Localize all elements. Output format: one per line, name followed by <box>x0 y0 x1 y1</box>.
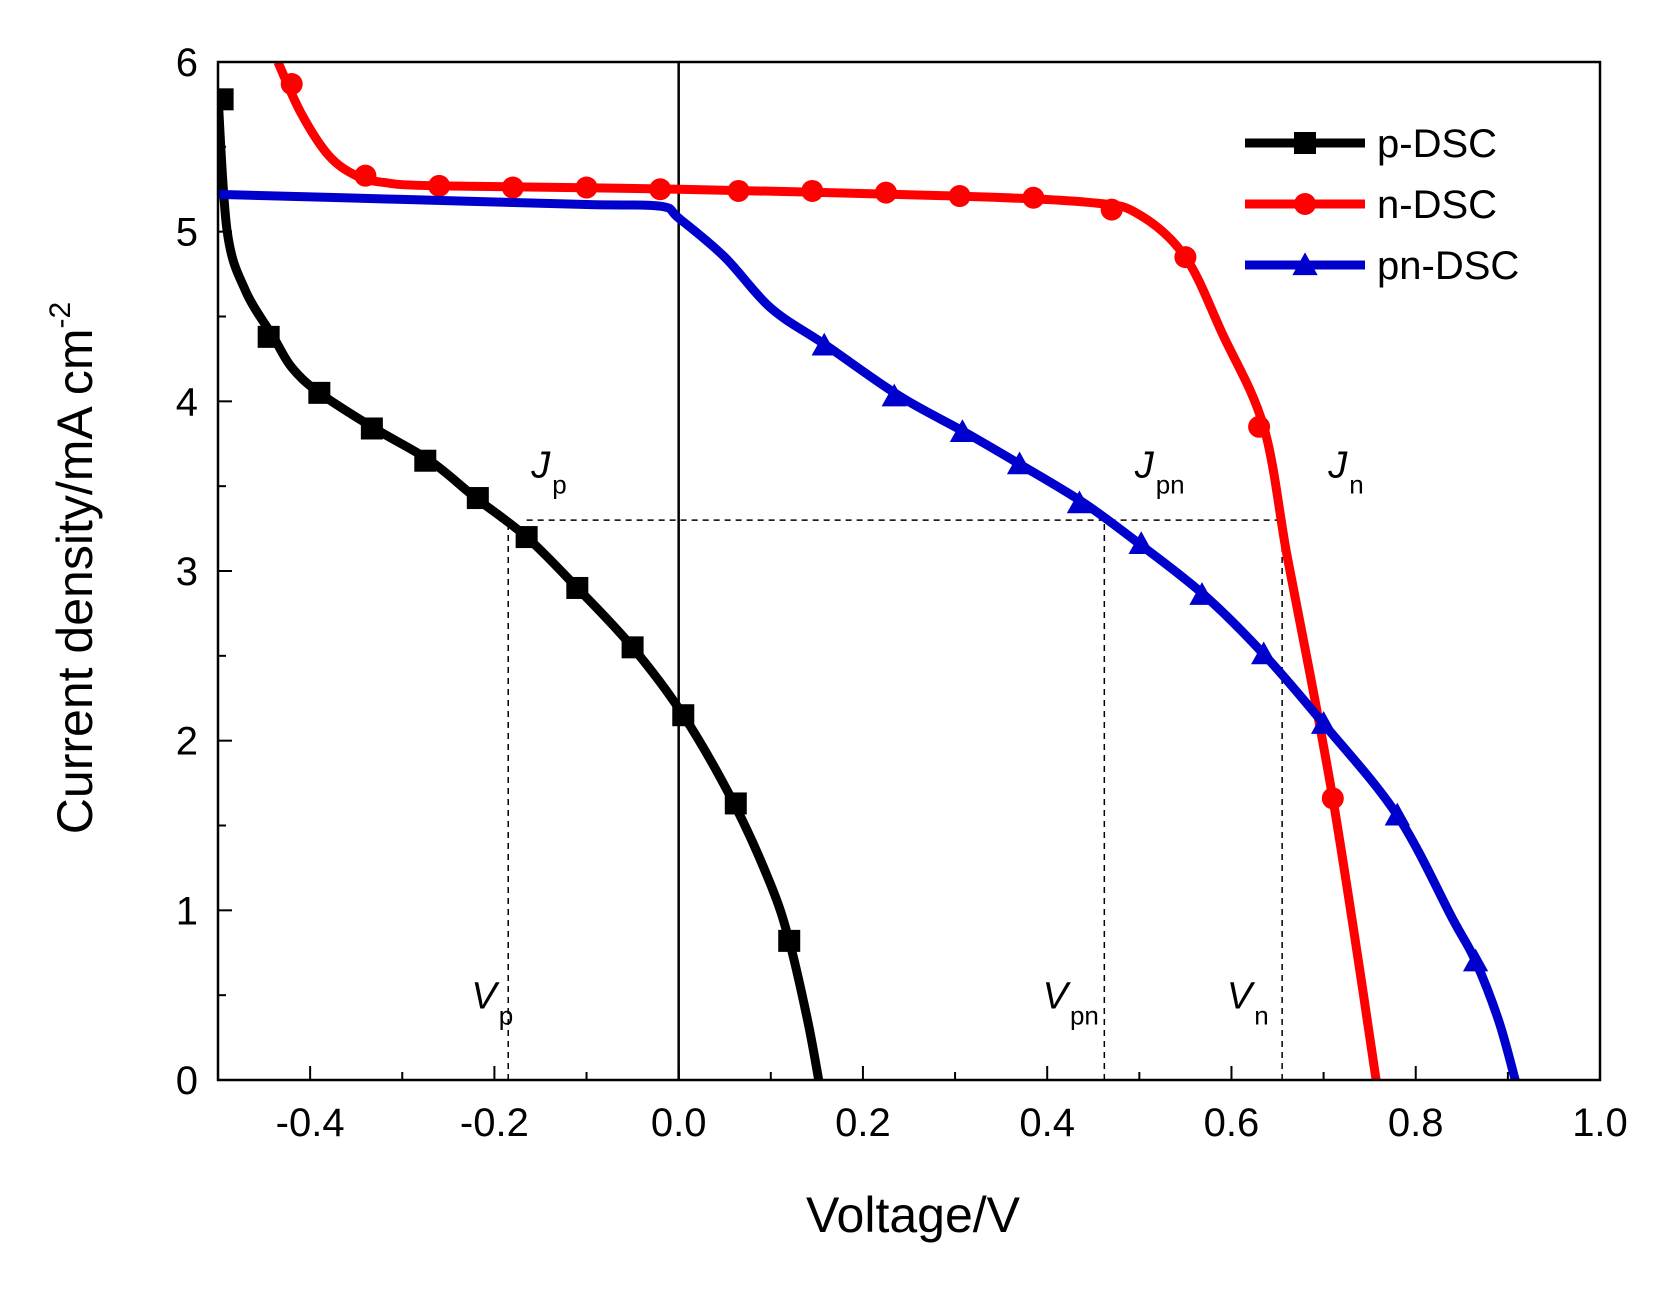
x-tick-label: 1.0 <box>1572 1101 1628 1145</box>
data-point-n-dsc <box>280 73 303 96</box>
legend: p-DSC n-DSC pn-DSC <box>1245 122 1519 288</box>
data-point-n-dsc <box>1248 415 1271 438</box>
annotation-subscript: pn <box>1156 470 1185 500</box>
y-tick-label: 5 <box>176 211 198 255</box>
annotation-symbol: J <box>1134 445 1155 487</box>
y-axis-title-main: Current density/mA cm <box>47 328 103 834</box>
data-point-n-dsc <box>1022 186 1045 209</box>
y-tick-label: 3 <box>176 550 198 594</box>
data-point-n-dsc <box>501 176 524 199</box>
annotation-subscript: n <box>1349 470 1363 500</box>
data-point-pn-dsc <box>1066 490 1093 514</box>
annotation-subscript: n <box>1254 1001 1268 1031</box>
axes: -0.4 -0.2 0.0 0.2 0.4 0.6 0.8 1.0 0 1 2 3 4 5 6 <box>176 41 1628 1145</box>
data-point-pn-dsc <box>1462 948 1489 972</box>
data-point-pn-dsc <box>1006 451 1033 475</box>
annotation-jpn: Jpn <box>1134 445 1185 500</box>
data-point-n-dsc <box>354 164 377 187</box>
series-line-p-dsc <box>218 95 824 1080</box>
annotation-symbol: J <box>1327 445 1348 487</box>
data-point-p-dsc <box>257 325 280 348</box>
x-tick-label: 0.0 <box>651 1101 707 1145</box>
data-point-n-dsc <box>948 185 971 208</box>
annotation-vp: Vp <box>471 976 513 1031</box>
data-point-p-dsc <box>414 449 437 472</box>
legend-entry-p-dsc: p-DSC <box>1245 122 1497 166</box>
data-point-n-dsc <box>575 176 598 199</box>
x-tick-label: 0.4 <box>1019 1101 1075 1145</box>
data-point-n-dsc <box>428 174 451 197</box>
data-point-p-dsc <box>515 526 538 549</box>
series-line-n-dsc <box>273 62 1381 1080</box>
clipped-data <box>218 62 1520 1080</box>
y-axis-title: Current density/mA cm-2 <box>44 302 103 834</box>
data-point-n-dsc <box>801 179 824 202</box>
data-point-p-dsc <box>308 381 331 404</box>
annotation-subscript: p <box>552 470 566 500</box>
annotation-vn: Vn <box>1227 976 1269 1031</box>
annotation-symbol: V <box>1227 976 1256 1018</box>
x-tick-label: 0.8 <box>1388 1101 1444 1145</box>
data-point-pn-dsc <box>881 383 907 407</box>
legend-label-pn-dsc: pn-DSC <box>1377 244 1519 288</box>
legend-marker-n-dsc <box>1294 193 1316 215</box>
series-n-dsc <box>273 62 1381 1080</box>
data-point-n-dsc <box>1321 787 1344 810</box>
y-axis-title-sup: -2 <box>44 302 77 329</box>
data-point-p-dsc <box>218 88 234 111</box>
data-point-p-dsc <box>778 929 801 952</box>
annotation-symbol: V <box>471 976 500 1018</box>
data-point-pn-dsc <box>1189 582 1215 605</box>
data-point-pn-dsc <box>1128 531 1154 554</box>
series-pn-dsc <box>218 189 1520 1080</box>
annotation-jp: Jp <box>530 445 566 500</box>
plot-content <box>218 62 1520 1080</box>
annotation-jn: Jn <box>1327 445 1363 500</box>
x-tick-label: -0.4 <box>276 1101 345 1145</box>
annotation-subscript: pn <box>1070 1001 1099 1031</box>
x-tick-label: 0.6 <box>1204 1101 1260 1145</box>
legend-label-p-dsc: p-DSC <box>1377 122 1497 166</box>
x-axis-title: Voltage/V <box>806 1187 1021 1243</box>
series-line-pn-dsc <box>218 189 1520 1080</box>
y-tick-label: 6 <box>176 41 198 85</box>
data-point-p-dsc <box>621 636 644 659</box>
annotation-vpn: Vpn <box>1043 976 1099 1031</box>
data-point-n-dsc <box>649 178 672 201</box>
annotation-symbol: V <box>1043 976 1072 1018</box>
data-point-pn-dsc <box>1251 641 1277 665</box>
legend-entry-n-dsc: n-DSC <box>1245 183 1497 227</box>
data-point-n-dsc <box>874 181 897 204</box>
legend-entry-pn-dsc: pn-DSC <box>1245 244 1519 288</box>
data-point-pn-dsc <box>949 419 976 442</box>
data-point-pn-dsc <box>1310 711 1337 734</box>
data-point-pn-dsc <box>1384 802 1410 826</box>
data-point-p-dsc <box>672 704 695 727</box>
x-tick-label: 0.2 <box>835 1101 891 1145</box>
y-tick-label: 0 <box>176 1059 198 1103</box>
series-p-dsc <box>218 88 824 1080</box>
annotation-symbol: J <box>530 445 551 487</box>
data-point-n-dsc <box>727 179 750 202</box>
y-tick-label: 4 <box>176 380 198 424</box>
y-tick-label: 2 <box>176 720 198 764</box>
data-point-p-dsc <box>566 576 589 599</box>
data-point-n-dsc <box>1100 198 1123 221</box>
data-point-pn-dsc <box>811 332 837 356</box>
y-tick-label: 1 <box>176 889 198 933</box>
legend-label-n-dsc: n-DSC <box>1377 183 1497 227</box>
annotation-subscript: p <box>499 1001 513 1031</box>
data-point-p-dsc <box>466 487 489 510</box>
data-point-p-dsc <box>724 792 747 815</box>
data-point-n-dsc <box>1174 246 1197 269</box>
x-tick-label: -0.2 <box>460 1101 529 1145</box>
legend-marker-pn-dsc <box>1292 252 1318 276</box>
legend-marker-p-dsc <box>1294 132 1316 154</box>
data-point-p-dsc <box>360 417 383 440</box>
